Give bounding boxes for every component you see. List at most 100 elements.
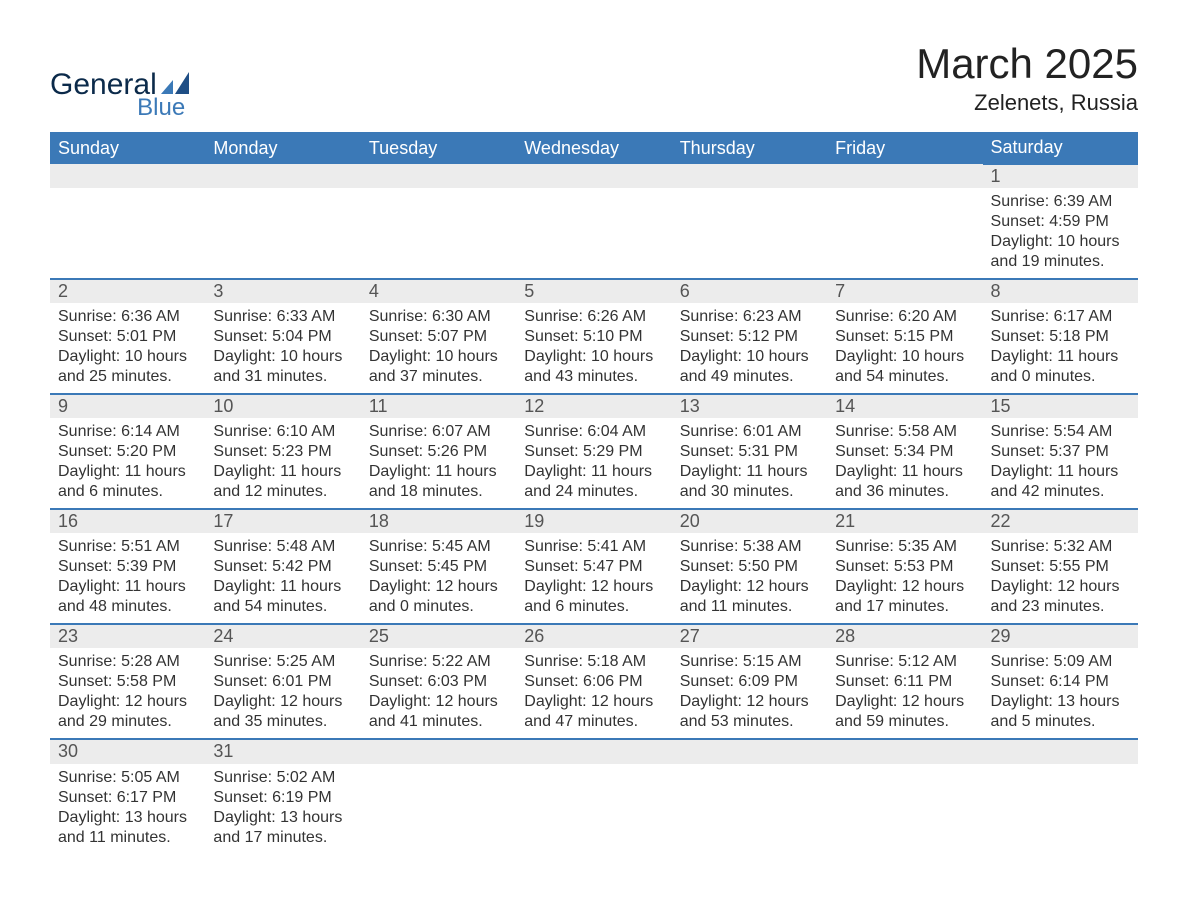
day-detail-row: Sunrise: 5:51 AMSunset: 5:39 PMDaylight:… (50, 533, 1138, 624)
day-header: Saturday (983, 132, 1138, 164)
day-detail: Sunrise: 6:14 AMSunset: 5:20 PMDaylight:… (50, 418, 205, 508)
day-number-row: 1 (50, 164, 1138, 188)
empty-day-detail-cell (50, 188, 205, 279)
day-number-cell: 30 (50, 739, 205, 764)
day-detail: Sunrise: 6:04 AMSunset: 5:29 PMDaylight:… (516, 418, 671, 508)
daylight-text: Daylight: 11 hours and 36 minutes. (835, 462, 974, 502)
day-detail: Sunrise: 5:41 AMSunset: 5:47 PMDaylight:… (516, 533, 671, 623)
day-number: 9 (50, 395, 205, 418)
day-detail-cell: Sunrise: 5:35 AMSunset: 5:53 PMDaylight:… (827, 533, 982, 624)
daylight-text: Daylight: 11 hours and 12 minutes. (213, 462, 352, 502)
sunset-text: Sunset: 6:17 PM (58, 788, 197, 808)
day-number: 19 (516, 510, 671, 533)
day-detail: Sunrise: 6:23 AMSunset: 5:12 PMDaylight:… (672, 303, 827, 393)
day-detail-cell: Sunrise: 5:02 AMSunset: 6:19 PMDaylight:… (205, 764, 360, 854)
sunrise-text: Sunrise: 5:28 AM (58, 652, 197, 672)
sunrise-text: Sunrise: 5:25 AM (213, 652, 352, 672)
sunrise-text: Sunrise: 6:26 AM (524, 307, 663, 327)
day-number: 3 (205, 280, 360, 303)
day-number: 26 (516, 625, 671, 648)
calendar-page: General Blue March 2025 Zelenets, Russia… (0, 0, 1188, 914)
sunrise-text: Sunrise: 5:58 AM (835, 422, 974, 442)
day-number-cell: 22 (983, 509, 1138, 533)
sunset-text: Sunset: 5:53 PM (835, 557, 974, 577)
day-number-cell: 29 (983, 624, 1138, 648)
day-number-cell: 10 (205, 394, 360, 418)
sunset-text: Sunset: 5:34 PM (835, 442, 974, 462)
sunrise-text: Sunrise: 5:54 AM (991, 422, 1130, 442)
day-detail-cell: Sunrise: 5:41 AMSunset: 5:47 PMDaylight:… (516, 533, 671, 624)
sunrise-text: Sunrise: 6:39 AM (991, 192, 1130, 212)
daylight-text: Daylight: 11 hours and 54 minutes. (213, 577, 352, 617)
sunset-text: Sunset: 6:03 PM (369, 672, 508, 692)
sunrise-text: Sunrise: 5:12 AM (835, 652, 974, 672)
daylight-text: Daylight: 12 hours and 59 minutes. (835, 692, 974, 732)
day-detail: Sunrise: 5:28 AMSunset: 5:58 PMDaylight:… (50, 648, 205, 738)
sunrise-text: Sunrise: 5:02 AM (213, 768, 352, 788)
day-detail-cell: Sunrise: 6:20 AMSunset: 5:15 PMDaylight:… (827, 303, 982, 394)
day-detail: Sunrise: 6:10 AMSunset: 5:23 PMDaylight:… (205, 418, 360, 508)
day-number: 30 (50, 740, 205, 763)
sunrise-text: Sunrise: 5:05 AM (58, 768, 197, 788)
empty-day-detail-cell (361, 188, 516, 279)
empty-day-number-cell (50, 164, 205, 188)
daylight-text: Daylight: 10 hours and 25 minutes. (58, 347, 197, 387)
day-number-cell: 25 (361, 624, 516, 648)
sunset-text: Sunset: 6:14 PM (991, 672, 1130, 692)
sunrise-text: Sunrise: 5:22 AM (369, 652, 508, 672)
empty-day-detail-cell (672, 188, 827, 279)
day-detail-cell: Sunrise: 5:38 AMSunset: 5:50 PMDaylight:… (672, 533, 827, 624)
day-number-cell: 19 (516, 509, 671, 533)
day-detail: Sunrise: 6:36 AMSunset: 5:01 PMDaylight:… (50, 303, 205, 393)
sunset-text: Sunset: 5:26 PM (369, 442, 508, 462)
sunset-text: Sunset: 5:47 PM (524, 557, 663, 577)
day-detail-cell: Sunrise: 6:23 AMSunset: 5:12 PMDaylight:… (672, 303, 827, 394)
day-number-cell: 3 (205, 279, 360, 303)
logo: General Blue (50, 40, 189, 122)
day-detail-cell: Sunrise: 5:09 AMSunset: 6:14 PMDaylight:… (983, 648, 1138, 739)
daylight-text: Daylight: 10 hours and 49 minutes. (680, 347, 819, 387)
sunrise-text: Sunrise: 6:33 AM (213, 307, 352, 327)
sunset-text: Sunset: 6:11 PM (835, 672, 974, 692)
sunset-text: Sunset: 5:04 PM (213, 327, 352, 347)
day-detail-cell: Sunrise: 5:32 AMSunset: 5:55 PMDaylight:… (983, 533, 1138, 624)
day-detail-cell: Sunrise: 6:17 AMSunset: 5:18 PMDaylight:… (983, 303, 1138, 394)
day-detail-row: Sunrise: 6:39 AMSunset: 4:59 PMDaylight:… (50, 188, 1138, 279)
sunrise-text: Sunrise: 5:45 AM (369, 537, 508, 557)
day-number-cell: 21 (827, 509, 982, 533)
empty-day-number-cell (672, 739, 827, 764)
day-number: 24 (205, 625, 360, 648)
empty-day-detail-cell (672, 764, 827, 854)
day-detail: Sunrise: 6:39 AMSunset: 4:59 PMDaylight:… (983, 188, 1138, 278)
day-detail-cell: Sunrise: 6:36 AMSunset: 5:01 PMDaylight:… (50, 303, 205, 394)
calendar-body: 1Sunrise: 6:39 AMSunset: 4:59 PMDaylight… (50, 164, 1138, 854)
day-detail-row: Sunrise: 6:36 AMSunset: 5:01 PMDaylight:… (50, 303, 1138, 394)
empty-day-detail-cell (516, 188, 671, 279)
day-detail-cell: Sunrise: 5:28 AMSunset: 5:58 PMDaylight:… (50, 648, 205, 739)
day-detail-cell: Sunrise: 5:51 AMSunset: 5:39 PMDaylight:… (50, 533, 205, 624)
day-number: 7 (827, 280, 982, 303)
sunrise-text: Sunrise: 6:36 AM (58, 307, 197, 327)
day-number-cell: 18 (361, 509, 516, 533)
day-number-cell: 27 (672, 624, 827, 648)
empty-day-detail-cell (361, 764, 516, 854)
day-detail-cell: Sunrise: 6:07 AMSunset: 5:26 PMDaylight:… (361, 418, 516, 509)
sunrise-text: Sunrise: 6:14 AM (58, 422, 197, 442)
day-detail: Sunrise: 6:07 AMSunset: 5:26 PMDaylight:… (361, 418, 516, 508)
sunset-text: Sunset: 6:19 PM (213, 788, 352, 808)
day-number-cell: 24 (205, 624, 360, 648)
day-detail-cell: Sunrise: 6:33 AMSunset: 5:04 PMDaylight:… (205, 303, 360, 394)
sunrise-text: Sunrise: 5:15 AM (680, 652, 819, 672)
sunrise-text: Sunrise: 6:10 AM (213, 422, 352, 442)
sunrise-text: Sunrise: 5:41 AM (524, 537, 663, 557)
day-detail-cell: Sunrise: 5:48 AMSunset: 5:42 PMDaylight:… (205, 533, 360, 624)
day-number-cell: 11 (361, 394, 516, 418)
sunrise-text: Sunrise: 5:35 AM (835, 537, 974, 557)
day-detail: Sunrise: 5:54 AMSunset: 5:37 PMDaylight:… (983, 418, 1138, 508)
day-number-row: 23242526272829 (50, 624, 1138, 648)
day-number-cell: 17 (205, 509, 360, 533)
day-number: 23 (50, 625, 205, 648)
sunrise-text: Sunrise: 6:01 AM (680, 422, 819, 442)
sunset-text: Sunset: 5:39 PM (58, 557, 197, 577)
day-detail-row: Sunrise: 6:14 AMSunset: 5:20 PMDaylight:… (50, 418, 1138, 509)
